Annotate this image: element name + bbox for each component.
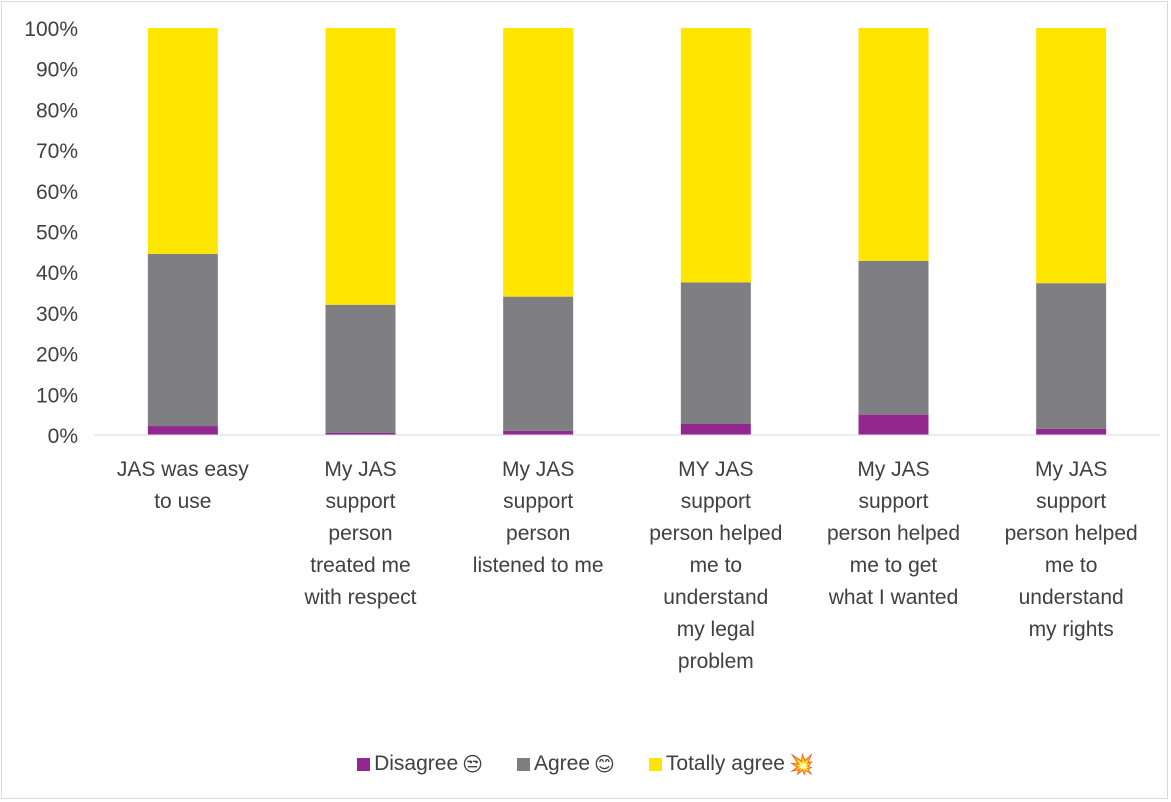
category-label-line: understand	[663, 586, 768, 609]
category-label: MY JAS support person helped me to understan…	[649, 458, 782, 673]
bar-segment-agree	[1036, 283, 1107, 429]
legend-swatch-totally-agree	[648, 757, 662, 771]
category-label-line: support	[325, 490, 395, 513]
category-label-line: my rights	[1029, 618, 1114, 641]
legend-item-agree: Agree 😊	[517, 752, 615, 776]
category-label-line: person helped	[827, 522, 960, 545]
legend-item-disagree: Disagree 😒	[357, 752, 483, 776]
bars	[147, 28, 1107, 435]
bar-segment-agree	[680, 282, 751, 425]
category-label-line: support	[503, 490, 573, 513]
category-label-line: person	[328, 522, 392, 545]
category-label-line: to use	[154, 490, 211, 513]
smiling-face-icon: 😊	[594, 752, 615, 776]
y-tick-label: 0%	[48, 425, 78, 448]
bar-segment-agree	[858, 260, 929, 415]
category-label-line: me to get	[850, 554, 938, 577]
category-label-line: support	[1036, 490, 1106, 513]
category-label-line: me to	[690, 554, 743, 577]
bar-segment-agree	[325, 304, 396, 433]
category-label-line: person helped	[1005, 522, 1138, 545]
stacked-bar-chart: 0% 10% 20% 30% 40% 50% 60% 70% 80% 90% 100% JAS wa…	[24, 18, 1160, 673]
category-label: JAS was easy to use	[117, 458, 249, 513]
category-label: My JAS support person listened to me	[473, 458, 604, 577]
category-label-line: support	[858, 490, 928, 513]
y-tick-label: 90%	[36, 59, 78, 82]
bar-segment-totally-agree	[680, 28, 751, 283]
category-label-line: listened to me	[473, 554, 604, 577]
bar-segment-disagree	[680, 424, 751, 435]
y-tick-label: 50%	[36, 222, 78, 245]
legend-label-agree: Agree	[534, 752, 591, 775]
bar-segment-disagree	[325, 432, 396, 435]
y-tick-label: 100%	[24, 18, 78, 41]
legend-label-totally-agree: Totally agree	[665, 752, 785, 775]
category-label-line: understand	[1019, 586, 1124, 609]
unamused-face-icon: 😒	[462, 752, 483, 776]
category-label-line: MY JAS	[678, 458, 753, 481]
x-axis-labels: JAS was easy to use My JAS support person tre…	[117, 458, 1138, 673]
category-label: My JAS support person treated me with respec…	[303, 458, 416, 609]
category-label-line: My JAS	[324, 458, 396, 481]
bar-segment-agree	[147, 253, 218, 427]
bar-segment-totally-agree	[325, 28, 396, 305]
category-label-line: my legal	[677, 618, 755, 641]
category-label-line: My JAS	[502, 458, 574, 481]
bar-segment-totally-agree	[1036, 28, 1107, 284]
y-tick-label: 70%	[36, 140, 78, 163]
category-label-line: treated me	[310, 554, 410, 577]
y-tick-label: 10%	[36, 384, 78, 407]
category-label-line: support	[681, 490, 751, 513]
y-axis-ticks: 0% 10% 20% 30% 40% 50% 60% 70% 80% 90% 100%	[24, 18, 78, 448]
legend-label-disagree: Disagree	[374, 752, 459, 775]
category-label-line: My JAS	[857, 458, 929, 481]
y-tick-label: 60%	[36, 181, 78, 204]
bar-segment-totally-agree	[147, 28, 218, 254]
legend: Disagree 😒 Agree 😊 Totally agree 💥	[0, 752, 1171, 776]
explosion-icon: 💥	[788, 752, 814, 776]
y-tick-label: 20%	[36, 344, 78, 367]
bar-segment-disagree	[147, 426, 218, 435]
legend-item-totally-agree: Totally agree 💥	[648, 752, 814, 776]
category-label-line: JAS was easy	[117, 458, 249, 481]
bar-segment-disagree	[858, 414, 929, 435]
category-label-line: person	[506, 522, 570, 545]
y-tick-label: 30%	[36, 303, 78, 326]
category-label-line: problem	[678, 650, 754, 673]
bar-segment-disagree	[503, 430, 574, 435]
legend-swatch-disagree	[357, 757, 371, 771]
category-label-line: what I wanted	[828, 586, 959, 609]
bar-segment-disagree	[1036, 428, 1107, 435]
bar-segment-totally-agree	[858, 28, 929, 261]
legend-swatch-agree	[517, 757, 530, 771]
category-label: My JAS support person helped me to understan…	[1005, 458, 1138, 641]
category-label-line: person helped	[649, 522, 782, 545]
category-label-line: with respect	[303, 586, 416, 609]
y-tick-label: 40%	[36, 262, 78, 285]
category-label-line: me to	[1045, 554, 1098, 577]
y-tick-label: 80%	[36, 99, 78, 122]
category-label-line: My JAS	[1035, 458, 1107, 481]
bar-segment-totally-agree	[503, 28, 574, 297]
bar-segment-agree	[503, 296, 574, 431]
category-label: My JAS support person helped me to get what …	[827, 458, 960, 609]
